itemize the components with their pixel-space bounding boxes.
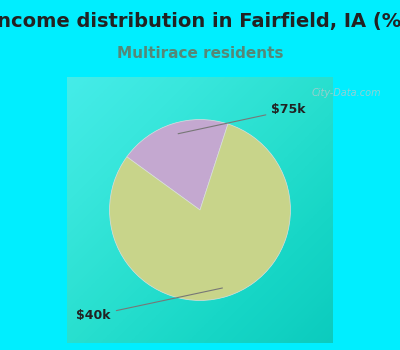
Wedge shape (127, 120, 228, 210)
Text: Income distribution in Fairfield, IA (%): Income distribution in Fairfield, IA (%) (0, 12, 400, 31)
Text: Multirace residents: Multirace residents (117, 46, 283, 61)
Wedge shape (110, 124, 290, 300)
Text: $75k: $75k (178, 104, 306, 134)
Text: $40k: $40k (76, 288, 222, 322)
Text: City-Data.com: City-Data.com (311, 88, 381, 98)
